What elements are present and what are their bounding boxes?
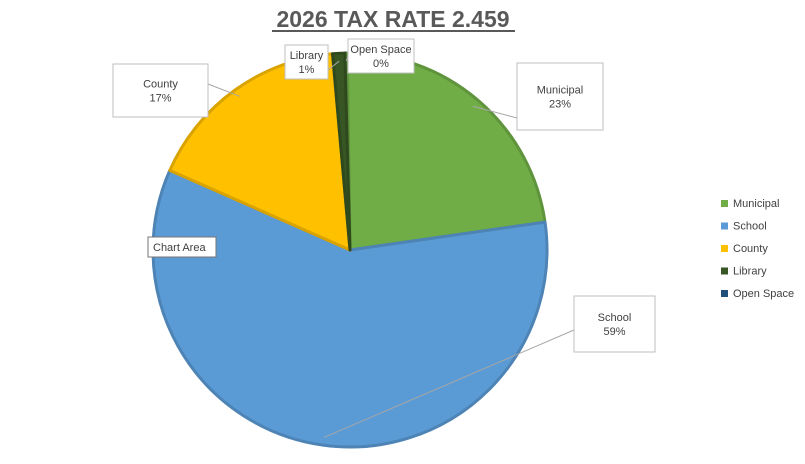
- legend-label-municipal[interactable]: Municipal: [733, 198, 779, 210]
- callout-box-open-space[interactable]: [347, 38, 415, 74]
- data-label-pct-library: 1%: [299, 64, 315, 76]
- legend-swatch-county: [721, 245, 728, 252]
- legend-swatch-municipal: [721, 200, 728, 207]
- legend-swatch-library: [721, 267, 728, 275]
- pie-slice-school[interactable]: [151, 168, 549, 449]
- data-label-callouts: Municipal 23% School 59% County 17% Library 1% O…: [112, 38, 656, 438]
- pie-slices: [151, 51, 549, 449]
- tooltip-box: [147, 236, 217, 258]
- data-label-pct-school: 59%: [603, 326, 625, 338]
- legend-swatch-open-space: [721, 290, 728, 297]
- tooltip-label: Chart Area: [153, 242, 206, 254]
- data-label-pct-county: 17%: [149, 93, 171, 105]
- callout-box-municipal[interactable]: [516, 62, 604, 131]
- pie-slice-library[interactable]: [331, 51, 352, 252]
- legend-label-school[interactable]: School: [733, 221, 767, 233]
- data-label-name-county: County: [143, 79, 178, 91]
- chart-title: 2026 TAX RATE 2.459: [276, 6, 509, 32]
- legend-label-library[interactable]: Library: [733, 266, 767, 278]
- legend-label-county[interactable]: County: [733, 243, 768, 255]
- data-label-pct-open-space: 0%: [373, 58, 389, 70]
- callout-leader-library: [327, 60, 340, 71]
- legend: Municipal School County Library Open Space: [721, 198, 794, 300]
- callout-leader-school: [324, 329, 575, 438]
- data-label-name-open-space: Open Space: [350, 44, 411, 56]
- legend-label-open-space[interactable]: Open Space: [733, 288, 794, 300]
- callout-leader-county: [207, 83, 241, 97]
- legend-swatch-school: [721, 222, 728, 230]
- chart-area-tooltip: Chart Area: [147, 236, 217, 258]
- data-label-pct-municipal: 23%: [549, 99, 571, 111]
- data-label-name-municipal: Municipal: [537, 85, 583, 97]
- callout-box-county[interactable]: [112, 63, 209, 118]
- callout-box-school[interactable]: [573, 295, 656, 353]
- callout-leader-municipal: [472, 105, 518, 119]
- callout-box-library[interactable]: [284, 44, 329, 80]
- data-label-name-library: Library: [290, 50, 324, 62]
- data-label-name-school: School: [598, 312, 632, 324]
- pie-slice-municipal[interactable]: [345, 51, 547, 252]
